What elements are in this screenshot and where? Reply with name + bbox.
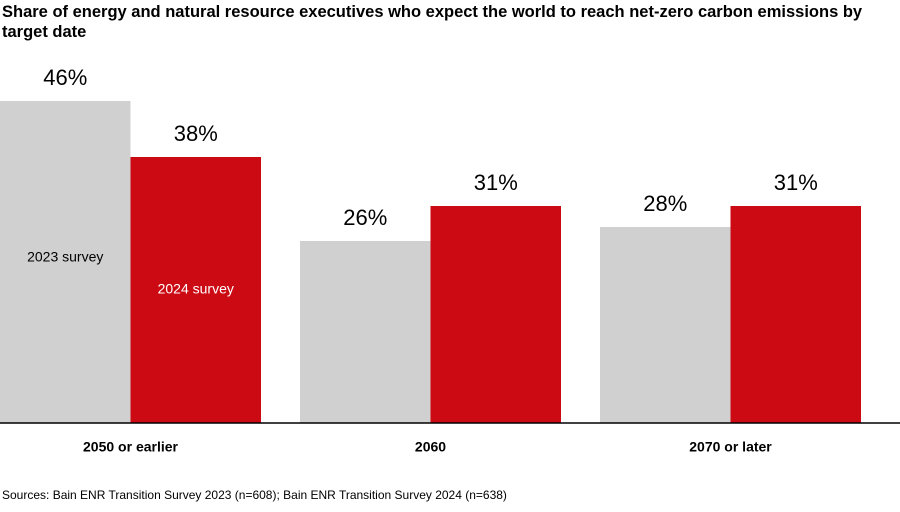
x-tick-label: 2070 or later [689, 439, 772, 455]
data-label: 28% [643, 191, 687, 216]
x-tick-label: 2060 [415, 439, 446, 455]
data-label: 26% [343, 205, 387, 230]
bar [730, 206, 861, 423]
bar [300, 241, 431, 423]
data-label: 38% [174, 121, 218, 146]
data-label: 46% [43, 65, 87, 90]
series-label: 2023 survey [27, 249, 103, 265]
bar [430, 206, 561, 423]
series-label: 2024 survey [158, 281, 234, 297]
bar [600, 227, 731, 423]
data-label: 31% [474, 170, 518, 195]
data-label: 31% [774, 170, 818, 195]
bar [0, 101, 131, 423]
source-note: Sources: Bain ENR Transition Survey 2023… [2, 488, 507, 502]
bar [130, 157, 261, 423]
chart: 46% 2023 survey 26% 28% 38% 2024 survey 31% 31%… [0, 65, 900, 455]
chart-title: Share of energy and natural resource exe… [2, 3, 863, 41]
x-tick-label: 2050 or earlier [83, 439, 179, 455]
